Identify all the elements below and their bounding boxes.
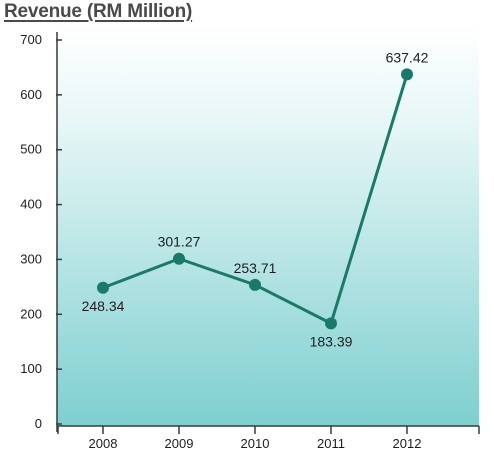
data-point bbox=[325, 317, 337, 330]
y-tick-label: 500 bbox=[20, 142, 42, 157]
data-point bbox=[97, 281, 109, 294]
data-point bbox=[249, 278, 261, 291]
y-tick-label: 400 bbox=[20, 197, 42, 212]
data-point bbox=[173, 252, 185, 265]
x-tick-label: 2009 bbox=[165, 436, 194, 451]
data-label: 183.39 bbox=[310, 333, 353, 349]
data-label: 301.27 bbox=[158, 234, 201, 250]
x-tick-label: 2011 bbox=[317, 436, 345, 451]
x-tick-label: 2012 bbox=[393, 436, 422, 451]
plot-area bbox=[57, 24, 479, 426]
y-tick-label: 200 bbox=[20, 306, 42, 321]
data-label: 248.34 bbox=[82, 298, 125, 314]
data-label: 637.42 bbox=[386, 49, 429, 65]
y-tick-label: 100 bbox=[20, 361, 42, 376]
y-tick-label: 600 bbox=[20, 87, 42, 102]
data-point bbox=[401, 68, 413, 81]
data-label: 253.71 bbox=[234, 260, 277, 276]
y-tick-label: 0 bbox=[35, 416, 42, 431]
x-tick-label: 2008 bbox=[89, 436, 118, 451]
y-tick-label: 700 bbox=[20, 32, 42, 47]
chart-title: Revenue (RM Million) bbox=[4, 1, 193, 22]
y-tick-label: 300 bbox=[20, 251, 42, 266]
x-tick-label: 2010 bbox=[241, 436, 270, 451]
